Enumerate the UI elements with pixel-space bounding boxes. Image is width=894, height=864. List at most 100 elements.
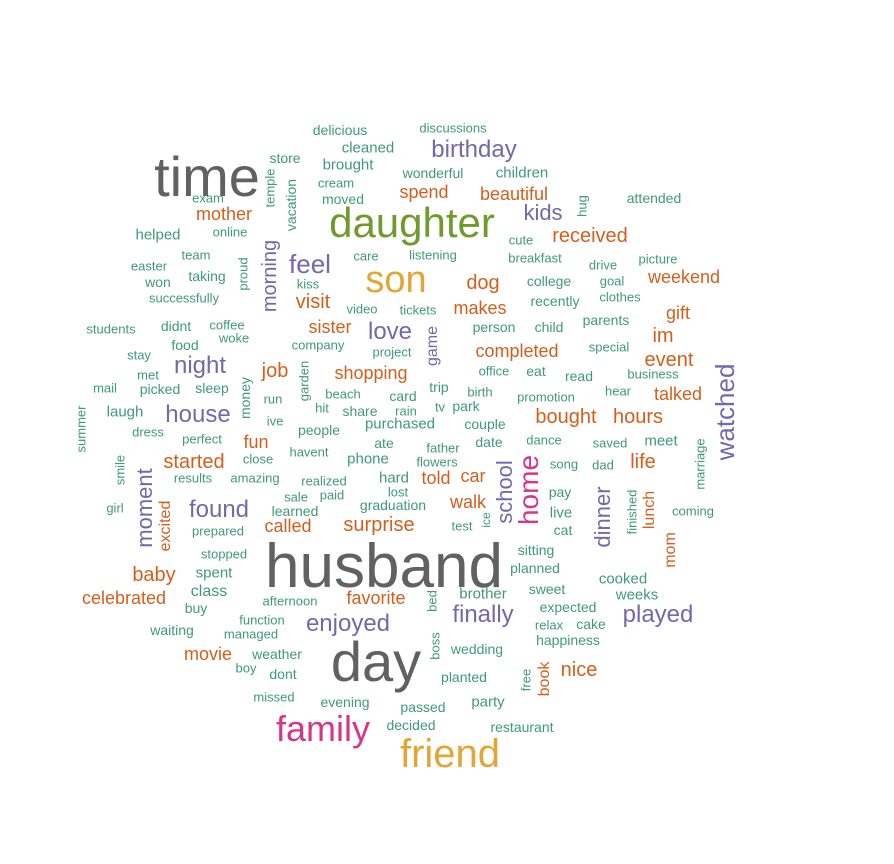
word-time: time xyxy=(154,145,260,208)
word-passed: passed xyxy=(400,699,446,715)
word-moved: moved xyxy=(321,191,365,207)
word-trip: trip xyxy=(429,379,449,395)
word-prepared: prepared xyxy=(191,523,245,539)
word-promotion: promotion xyxy=(517,389,575,405)
word-daughter: daughter xyxy=(329,199,495,246)
word-lunch: lunch xyxy=(641,490,658,530)
word-relax: relax xyxy=(534,617,564,633)
word-book: book xyxy=(536,661,553,697)
word-afternoon: afternoon xyxy=(262,593,318,609)
word-run: run xyxy=(263,391,283,407)
word-birthday: birthday xyxy=(431,136,517,163)
word-didnt: didnt xyxy=(160,318,192,334)
word-mother: mother xyxy=(195,204,253,224)
word-tv: tv xyxy=(434,399,446,415)
word-meet: meet xyxy=(644,432,678,450)
word-smile: smile xyxy=(112,454,128,486)
word-stay: stay xyxy=(127,347,151,363)
word-dog: dog xyxy=(466,272,500,294)
word-ive: ive xyxy=(266,413,284,429)
word-test: test xyxy=(451,518,473,534)
word-celebrated: celebrated xyxy=(81,588,167,608)
word-restaurant: restaurant xyxy=(490,719,554,735)
word-vacation: vacation xyxy=(283,178,299,232)
word-picture: picture xyxy=(638,251,678,267)
word-girl: girl xyxy=(106,500,124,516)
word-nice: nice xyxy=(560,659,598,681)
word-bought: bought xyxy=(535,406,597,428)
word-moment: moment xyxy=(132,468,157,548)
word-marriage: marriage xyxy=(692,438,708,490)
word-wedding: wedding xyxy=(450,641,504,657)
word-makes: makes xyxy=(453,298,507,318)
word-drive: drive xyxy=(588,257,618,273)
word-garden: garden xyxy=(296,360,312,402)
word-song: song xyxy=(549,456,579,472)
word-people: people xyxy=(297,422,341,438)
word-free: free xyxy=(518,668,534,692)
word-surprise: surprise xyxy=(343,514,415,536)
word-ate: ate xyxy=(374,435,394,451)
word-weekend: weekend xyxy=(647,267,721,287)
word-park: park xyxy=(452,398,480,414)
word-rain: rain xyxy=(395,403,417,419)
word-cat: cat xyxy=(553,522,573,538)
word-favorite: favorite xyxy=(346,588,406,608)
word-happiness: happiness xyxy=(536,632,600,648)
word-listening: listening xyxy=(409,247,457,263)
word-im: im xyxy=(652,325,674,347)
word-card: card xyxy=(389,388,417,404)
word-flowers: flowers xyxy=(416,454,458,470)
word-weather: weather xyxy=(252,646,302,662)
word-ice: ice xyxy=(479,512,493,528)
word-sleep: sleep xyxy=(195,380,229,396)
word-purchased: purchased xyxy=(364,415,436,433)
word-excited: excited xyxy=(157,500,174,552)
word-goal: goal xyxy=(599,273,625,289)
word-easter: easter xyxy=(130,258,168,274)
word-game: game xyxy=(424,325,441,367)
word-finally: finally xyxy=(452,601,514,628)
word-graduation: graduation xyxy=(359,497,427,513)
word-mail: mail xyxy=(93,380,117,396)
word-boss: boss xyxy=(427,632,443,660)
word-husband: husband xyxy=(265,532,503,601)
word-baby: baby xyxy=(132,564,176,586)
word-cream: cream xyxy=(317,175,355,191)
word-father: father xyxy=(426,440,460,456)
word-dinner: dinner xyxy=(590,486,615,548)
word-cleaned: cleaned xyxy=(341,139,395,157)
word-pay: pay xyxy=(548,484,572,500)
word-perfect: perfect xyxy=(182,431,222,447)
word-parents: parents xyxy=(582,312,630,328)
word-class: class xyxy=(190,583,228,600)
word-weeks: weeks xyxy=(615,586,659,604)
word-live: live xyxy=(549,504,573,522)
word-delicious: delicious xyxy=(312,122,368,138)
word-business: business xyxy=(627,366,679,382)
word-met: met xyxy=(137,367,159,383)
word-amazing: amazing xyxy=(230,470,280,486)
word-movie: movie xyxy=(183,644,233,664)
word-started: started xyxy=(163,451,225,473)
word-hard: hard xyxy=(378,469,410,487)
word-taking: taking xyxy=(188,268,226,284)
word-wonderful: wonderful xyxy=(402,165,464,181)
word-evening: evening xyxy=(320,694,370,710)
word-brought: brought xyxy=(322,156,374,174)
word-realized: realized xyxy=(301,473,347,489)
word-spent: spent xyxy=(195,564,233,582)
word-son: son xyxy=(365,259,427,301)
word-discussions: discussions xyxy=(419,120,487,136)
word-life: life xyxy=(630,451,656,473)
word-care: care xyxy=(353,248,379,264)
word-job: job xyxy=(261,360,289,382)
word-dad: dad xyxy=(592,457,614,473)
word-gift: gift xyxy=(665,303,691,323)
word-read: read xyxy=(564,368,594,384)
word-team: team xyxy=(181,247,211,263)
word-tickets: tickets xyxy=(399,302,437,318)
word-planned: planned xyxy=(510,560,560,576)
word-office: office xyxy=(478,363,510,379)
word-child: child xyxy=(534,319,564,335)
